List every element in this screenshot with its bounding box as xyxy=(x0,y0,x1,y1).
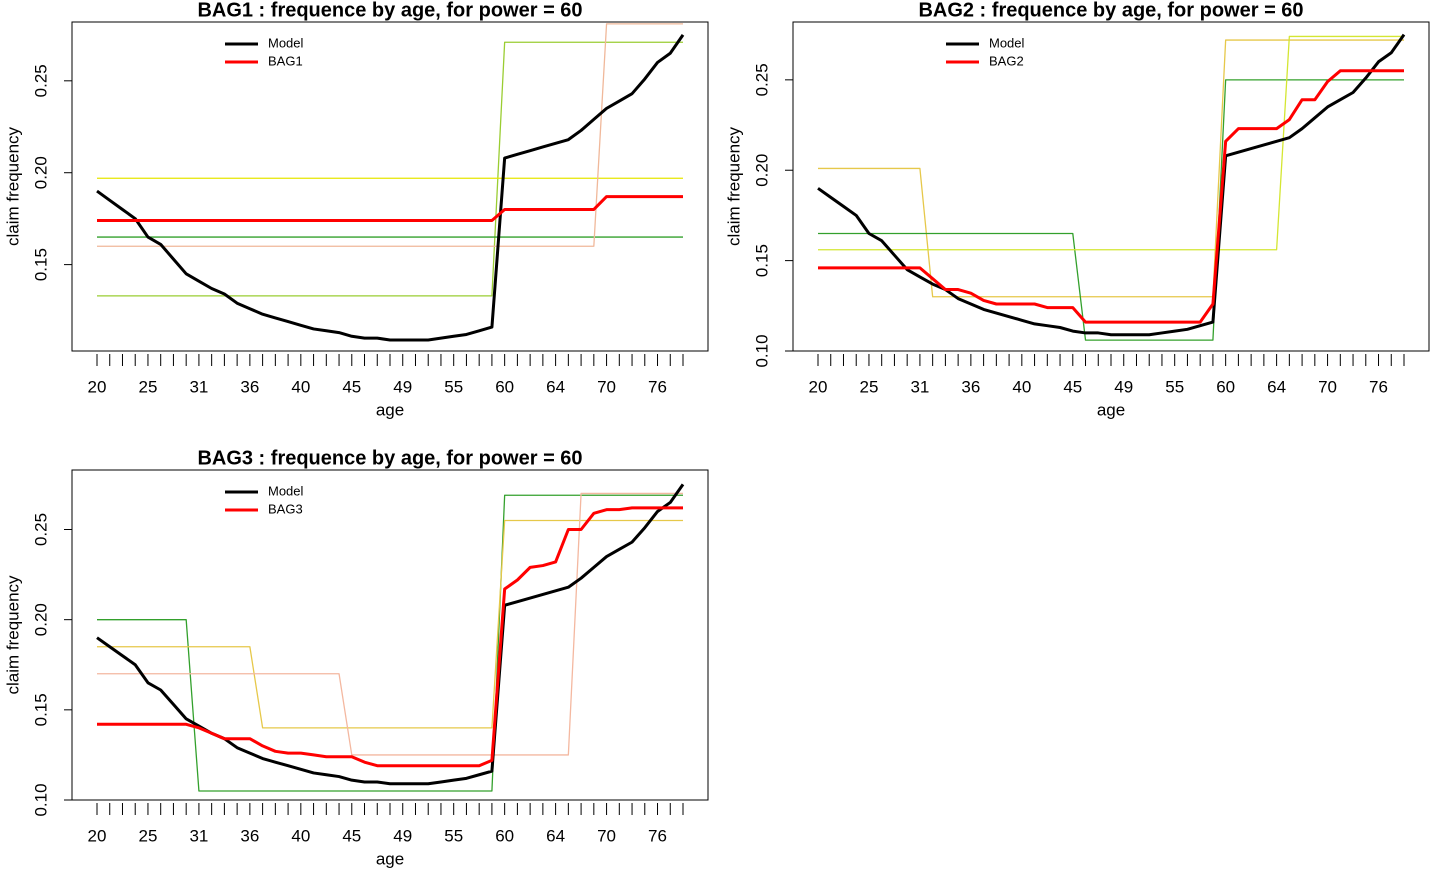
panel: BAG1 : frequence by age, for power = 60 0… xyxy=(3,0,709,419)
x-tick-label: 49 xyxy=(393,377,412,396)
y-tick-label: 0.15 xyxy=(31,248,50,281)
tree-line xyxy=(818,79,1404,341)
x-tick-label: 20 xyxy=(809,377,828,396)
x-tick-label: 20 xyxy=(88,826,107,845)
tree-line xyxy=(97,23,683,247)
x-tick-label: 20 xyxy=(88,377,107,396)
x-tick-label: 31 xyxy=(189,826,208,845)
y-axis-label: claim frequency xyxy=(3,575,22,695)
x-tick-label: 40 xyxy=(1012,377,1031,396)
legend-label: Model xyxy=(989,35,1025,50)
x-tick-label: 45 xyxy=(342,826,361,845)
y-axis-label: claim frequency xyxy=(724,126,743,246)
series-line xyxy=(97,195,683,223)
chart-title: BAG1 : frequence by age, for power = 60 xyxy=(197,0,582,21)
series-line xyxy=(818,69,1404,324)
x-axis-label: age xyxy=(376,849,404,868)
x-tick-label: 40 xyxy=(291,377,310,396)
x-tick-label: 76 xyxy=(648,377,667,396)
x-tick-label: 64 xyxy=(546,826,565,845)
tree-line xyxy=(97,494,683,792)
y-tick-label: 0.10 xyxy=(31,783,50,816)
x-tick-label: 55 xyxy=(1165,377,1184,396)
tree-line xyxy=(97,519,683,729)
x-tick-label: 36 xyxy=(240,377,259,396)
tree-line xyxy=(97,492,683,756)
x-tick-label: 49 xyxy=(1114,377,1133,396)
plot-area xyxy=(96,23,685,342)
x-axis-label: age xyxy=(376,400,404,419)
x-tick-label: 31 xyxy=(189,377,208,396)
y-tick-label: 0.15 xyxy=(752,244,771,277)
y-tick-label: 0.25 xyxy=(31,513,50,546)
x-tick-label: 55 xyxy=(444,377,463,396)
x-tick-label: 49 xyxy=(393,826,412,845)
x-tick-label: 55 xyxy=(444,826,463,845)
series-line xyxy=(97,506,683,768)
plot-area xyxy=(817,33,1406,341)
x-tick-label: 64 xyxy=(1267,377,1286,396)
series-line xyxy=(96,34,685,342)
plot-frame xyxy=(71,469,709,801)
x-axis-label: age xyxy=(1097,400,1125,419)
x-tick-label: 60 xyxy=(495,826,514,845)
x-tick-label: 45 xyxy=(342,377,361,396)
y-tick-label: 0.25 xyxy=(752,63,771,96)
tree-line xyxy=(818,35,1404,251)
x-tick-label: 76 xyxy=(648,826,667,845)
series-line xyxy=(817,33,1406,337)
tree-line xyxy=(97,41,683,297)
x-tick-label: 60 xyxy=(1216,377,1235,396)
panel: BAG2 : frequence by age, for power = 60 0… xyxy=(724,0,1430,419)
x-tick-label: 25 xyxy=(138,377,157,396)
y-tick-label: 0.25 xyxy=(31,64,50,97)
y-tick-label: 0.10 xyxy=(752,334,771,367)
chart-title: BAG3 : frequence by age, for power = 60 xyxy=(197,447,582,469)
x-tick-label: 64 xyxy=(546,377,565,396)
legend-label: BAG1 xyxy=(268,53,303,68)
x-tick-label: 45 xyxy=(1063,377,1082,396)
legend-label: Model xyxy=(268,483,304,498)
y-tick-label: 0.15 xyxy=(31,693,50,726)
y-tick-label: 0.20 xyxy=(31,603,50,636)
x-tick-label: 70 xyxy=(597,826,616,845)
x-tick-label: 76 xyxy=(1369,377,1388,396)
panel: BAG3 : frequence by age, for power = 60 0… xyxy=(3,447,709,868)
tree-line xyxy=(818,39,1404,298)
y-tick-label: 0.20 xyxy=(752,154,771,187)
x-tick-label: 25 xyxy=(138,826,157,845)
y-tick-label: 0.20 xyxy=(31,156,50,189)
x-tick-label: 31 xyxy=(910,377,929,396)
x-tick-label: 25 xyxy=(859,377,878,396)
legend-label: BAG3 xyxy=(268,501,303,516)
x-tick-label: 40 xyxy=(291,826,310,845)
legend-label: Model xyxy=(268,35,304,50)
plot-frame xyxy=(71,21,709,352)
plot-area xyxy=(96,483,685,792)
chart-title: BAG2 : frequence by age, for power = 60 xyxy=(918,0,1303,21)
x-tick-label: 36 xyxy=(240,826,259,845)
y-axis-label: claim frequency xyxy=(3,126,22,246)
x-tick-label: 36 xyxy=(961,377,980,396)
legend-label: BAG2 xyxy=(989,53,1024,68)
x-tick-label: 70 xyxy=(597,377,616,396)
series-line xyxy=(96,483,685,786)
x-tick-label: 70 xyxy=(1318,377,1337,396)
plot-frame xyxy=(792,21,1430,352)
x-tick-label: 60 xyxy=(495,377,514,396)
